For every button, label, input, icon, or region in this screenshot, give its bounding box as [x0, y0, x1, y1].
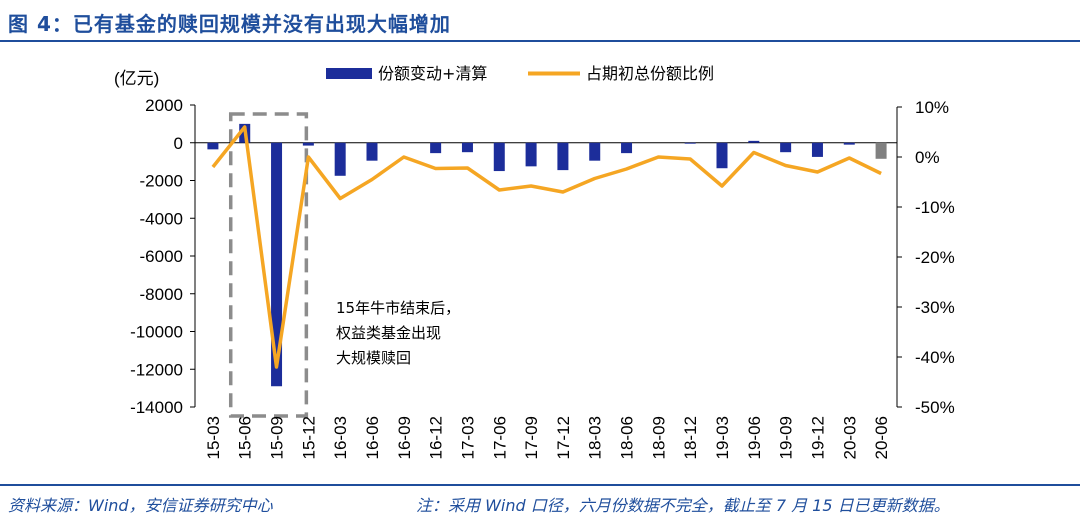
- x-tick-label: 19-03: [713, 416, 732, 459]
- x-tick-label: 19-12: [808, 416, 827, 459]
- x-tick-label: 20-03: [840, 416, 859, 459]
- bar-17-09: [525, 142, 537, 167]
- y-left-tick-label: -6000: [140, 247, 183, 266]
- x-tick-label: 16-06: [363, 416, 382, 459]
- x-tick-label: 17-09: [522, 416, 541, 459]
- x-tick-label: 16-09: [395, 416, 414, 459]
- x-tick-label: 15-12: [299, 416, 318, 459]
- footer-rule: [0, 484, 1080, 486]
- bar-17-06: [493, 142, 505, 172]
- y-left-unit-label: (亿元): [114, 69, 159, 88]
- bar-19-12: [811, 142, 823, 157]
- y-left-tick-label: 0: [174, 134, 183, 153]
- annotation-line-2: 权益类基金出现: [336, 324, 441, 342]
- bar-16-12: [430, 142, 442, 154]
- y-right-tick-label: -10%: [915, 198, 955, 217]
- y-left-tick-label: -12000: [130, 360, 183, 379]
- legend-bar-swatch: [326, 68, 372, 79]
- y-right-tick-label: 0%: [915, 148, 940, 167]
- bar-17-12: [557, 142, 569, 171]
- bar-15-09: [271, 142, 283, 387]
- y-left-tick-label: -4000: [140, 209, 183, 228]
- bar-15-12: [302, 142, 314, 146]
- bar-17-03: [461, 142, 473, 153]
- annotation-line-1: 15年牛市结束后，: [336, 299, 460, 317]
- bar-20-06: [875, 142, 887, 159]
- x-tick-label: 15-03: [204, 416, 223, 459]
- bar-19-03: [716, 142, 728, 169]
- x-tick-label: 18-06: [618, 416, 637, 459]
- title-rule: [0, 40, 1080, 42]
- bar-20-03: [843, 142, 855, 145]
- y-right-tick-label: -20%: [915, 248, 955, 267]
- y-left-tick-label: -2000: [140, 172, 183, 191]
- legend-line-label: 占期初总份额比例: [586, 64, 714, 83]
- x-tick-label: 18-09: [649, 416, 668, 459]
- y-right-tick-label: -30%: [915, 298, 955, 317]
- fund-redemption-chart: 份额变动+清算 占期初总份额比例 (亿元) 15年牛市结束后， 权益类基金出现 …: [114, 64, 955, 459]
- x-tick-label: 16-12: [427, 416, 446, 459]
- bar-18-06: [621, 142, 633, 154]
- y-left-tick-label: -14000: [130, 398, 183, 417]
- bar-16-06: [366, 142, 378, 161]
- figure-title: 图 4：已有基金的赎回规模并没有出现大幅增加: [8, 12, 451, 36]
- highlight-dashed-box: [228, 112, 309, 418]
- bar-19-09: [780, 142, 792, 153]
- x-tick-label: 15-06: [236, 416, 255, 459]
- x-tick-label: 18-12: [681, 416, 700, 459]
- bar-18-12: [684, 142, 696, 144]
- x-tick-label: 15-09: [268, 416, 287, 459]
- bar-15-03: [207, 142, 219, 150]
- line-series: [211, 125, 882, 369]
- annotation-line-3: 大规模赎回: [336, 349, 411, 367]
- y-right-tick-label: 10%: [915, 98, 949, 117]
- x-tick-label: 17-03: [458, 416, 477, 459]
- x-tick-label: 19-09: [777, 416, 796, 459]
- bar-19-06: [748, 140, 760, 143]
- legend-bar-label: 份额变动+清算: [378, 64, 487, 83]
- y-left-tick-label: -8000: [140, 285, 183, 304]
- x-tick-label: 17-12: [554, 416, 573, 459]
- y-left-tick-label: 2000: [145, 96, 183, 115]
- x-tick-label: 16-03: [331, 416, 350, 459]
- data-note: 注：采用 Wind 口径，六月份数据不完全，截止至 7 月 15 日已更新数据。: [416, 496, 950, 515]
- x-tick-label: 17-06: [490, 416, 509, 459]
- x-tick-label: 20-06: [872, 416, 891, 459]
- y-right-tick-label: -50%: [915, 398, 955, 417]
- source-note: 资料来源：Wind，安信证券研究中心: [8, 496, 273, 515]
- x-tick-label: 18-03: [586, 416, 605, 459]
- x-tick-label: 19-06: [745, 416, 764, 459]
- y-left-tick-label: -10000: [130, 323, 183, 342]
- bar-18-03: [589, 142, 601, 161]
- bar-16-03: [334, 142, 346, 176]
- y-right-tick-label: -40%: [915, 348, 955, 367]
